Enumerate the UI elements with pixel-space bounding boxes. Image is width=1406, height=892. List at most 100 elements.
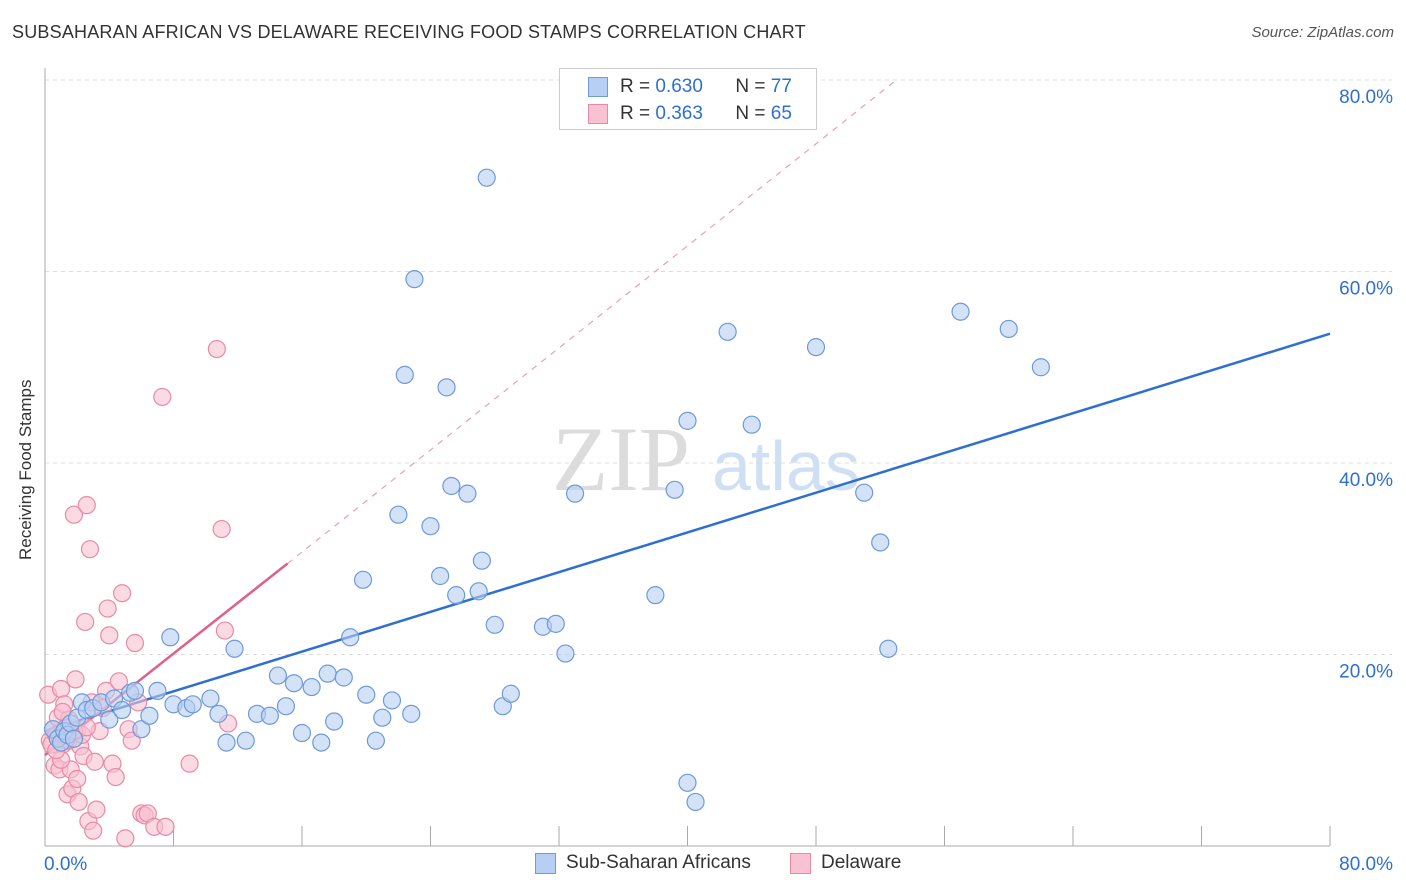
delaware-point: [51, 679, 71, 699]
subsaharan-point: [318, 664, 337, 683]
subsaharan-point: [382, 691, 402, 710]
subsaharan-point: [458, 484, 477, 503]
subsaharan-point: [806, 338, 826, 357]
subsaharan-point: [268, 666, 288, 685]
delaware-point: [68, 769, 87, 789]
delaware-point: [98, 599, 117, 618]
delaware-point: [87, 800, 106, 819]
delaware-point: [125, 633, 145, 653]
subsaharan-point: [665, 480, 684, 499]
subsaharan-point: [742, 415, 761, 434]
y-tick-label: 40.0%: [1339, 470, 1393, 491]
y-tick-label: 80.0%: [1339, 87, 1393, 108]
subsaharan-point: [678, 411, 697, 430]
chart-title: SUBSAHARAN AFRICAN VS DELAWARE RECEIVING…: [12, 22, 806, 42]
subsaharan-point: [217, 733, 236, 752]
delaware-point: [64, 505, 84, 524]
subsaharan-point: [395, 365, 414, 385]
x-tick-label: 0.0%: [44, 854, 87, 875]
subsaharan-point: [501, 684, 520, 703]
y-tick-label: 60.0%: [1339, 279, 1393, 300]
legend-r-value: 0.363: [655, 103, 703, 124]
subsaharan-point: [161, 628, 180, 647]
axes: [44, 68, 1331, 847]
subsaharan-point: [209, 704, 228, 723]
bottom-legend-label: Delaware: [821, 852, 902, 873]
delaware-point: [76, 612, 95, 632]
legend-r-label: R =: [620, 103, 651, 124]
subsaharan-point: [646, 586, 665, 605]
tick-labels: 20.0% 40.0% 60.0% 80.0% 0.0% 80.0%: [44, 87, 1393, 875]
delaware-point: [215, 621, 234, 640]
subsaharan-point: [999, 319, 1018, 339]
subsaharan-point: [325, 712, 344, 731]
subsaharan-point: [64, 729, 84, 748]
subsaharan-point: [357, 685, 376, 704]
bottom-legend-label: Sub-Saharan Africans: [566, 852, 751, 873]
y-axis-label: Receiving Food Stamps: [16, 379, 35, 560]
correlation-legend: R = 0.630 N = 77 R = 0.363 N = 65: [559, 68, 817, 130]
subsaharan-point: [334, 668, 353, 687]
subsaharan-point: [353, 570, 373, 589]
subsaharan-point: [447, 586, 466, 605]
legend-n-label: N =: [735, 103, 766, 124]
x-tick-label: 80.0%: [1339, 854, 1393, 875]
delaware-point: [112, 584, 132, 603]
subsaharan-trendline: [44, 332, 1331, 733]
subsaharan-point: [485, 615, 504, 634]
subsaharan-point: [472, 551, 491, 570]
subsaharan-point: [718, 322, 737, 341]
legend-n-label: N =: [735, 76, 766, 97]
subsaharan-point: [1031, 358, 1050, 377]
subsaharan-point: [148, 681, 167, 700]
subsaharan-point: [678, 773, 697, 792]
delaware-point: [180, 754, 199, 773]
delaware-point: [207, 339, 226, 359]
subsaharan-point: [686, 792, 705, 812]
subsaharan-point: [402, 704, 421, 723]
bottom-legend-swatch-pink: [790, 852, 811, 874]
subsaharan-point: [125, 681, 145, 700]
legend-n-value: 65: [770, 103, 792, 124]
grid: [45, 79, 1392, 655]
delaware-point: [69, 792, 88, 812]
subsaharan-point: [565, 484, 585, 503]
legend-swatch-pink: [588, 104, 608, 124]
delaware-trendline-extension: [287, 79, 897, 565]
delaware-point: [156, 817, 175, 836]
subsaharan-point: [140, 706, 159, 725]
delaware-point: [212, 519, 231, 539]
delaware-point: [85, 752, 104, 771]
subsaharan-point: [225, 639, 244, 658]
delaware-point: [77, 496, 96, 515]
subsaharan-points: [43, 168, 1050, 812]
subsaharan-point: [341, 628, 360, 647]
subsaharan-point: [442, 476, 461, 496]
subsaharan-point: [260, 706, 279, 725]
subsaharan-point: [405, 270, 424, 289]
delaware-point: [84, 821, 103, 840]
subsaharan-point: [437, 378, 456, 397]
subsaharan-point: [556, 644, 575, 663]
subsaharan-point: [879, 639, 898, 658]
subsaharan-point: [132, 720, 151, 739]
subsaharan-point: [236, 731, 255, 750]
source-label: Source: ZipAtlas.com: [1251, 24, 1394, 41]
subsaharan-point: [431, 566, 450, 586]
delaware-point: [106, 767, 125, 787]
subsaharan-point: [201, 689, 220, 708]
bottom-legend-delaware[interactable]: Delaware: [790, 852, 901, 874]
subsaharan-point: [951, 302, 970, 321]
subsaharan-point: [100, 710, 119, 729]
legend-r-value: 0.630: [655, 76, 703, 97]
y-tick-label: 20.0%: [1339, 662, 1393, 683]
legend-swatch-blue: [588, 77, 608, 97]
subsaharan-point: [469, 582, 488, 601]
delaware-point: [109, 672, 128, 691]
bottom-legend-subsaharan[interactable]: Sub-Saharan Africans: [535, 852, 751, 874]
subsaharan-point: [276, 697, 296, 716]
subsaharan-point: [871, 533, 890, 552]
subsaharan-point: [366, 731, 385, 750]
watermark-atlas: atlas: [712, 427, 860, 505]
